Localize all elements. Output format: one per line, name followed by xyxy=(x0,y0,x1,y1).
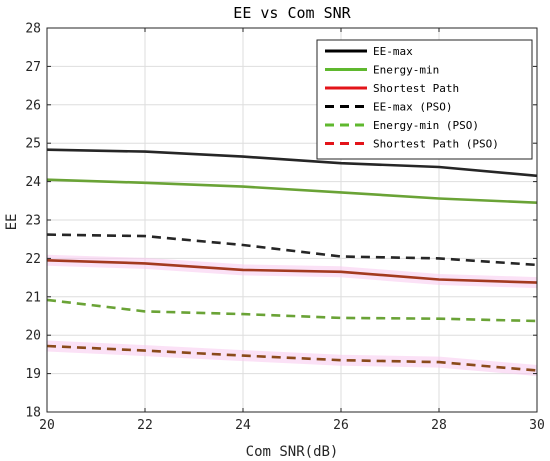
y-tick-label: 23 xyxy=(25,214,41,229)
x-tick-label: 22 xyxy=(137,418,153,433)
y-tick-label: 20 xyxy=(25,329,41,344)
legend-label: Energy-min (PSO) xyxy=(373,119,479,132)
series-line xyxy=(46,344,538,372)
series-line xyxy=(46,233,538,267)
series-lines xyxy=(46,148,538,372)
legend-box xyxy=(316,39,533,160)
y-tick-label: 24 xyxy=(25,175,41,190)
y-tick-label: 28 xyxy=(25,22,41,37)
chart-title: EE vs Com SNR xyxy=(233,4,351,22)
legend-label: Shortest Path xyxy=(373,82,459,95)
legend-label: Shortest Path (PSO) xyxy=(373,138,499,151)
y-tick-label: 26 xyxy=(25,98,41,113)
x-tick-label: 24 xyxy=(235,418,251,433)
x-axis-label: Com SNR(dB) xyxy=(246,444,339,460)
y-tick-label: 27 xyxy=(25,60,41,75)
x-tick-label: 28 xyxy=(431,418,447,433)
y-tick-label: 19 xyxy=(25,367,41,382)
y-tick-label: 22 xyxy=(25,252,41,267)
series-line xyxy=(46,298,538,323)
series-line xyxy=(46,148,538,178)
y-tick-label: 25 xyxy=(25,137,41,152)
legend-label: EE-max (PSO) xyxy=(373,101,452,114)
axis-ticks: 20 22 24 26 28 30 18 19 20 21 22 23 24 25 26 27 28 xyxy=(25,22,544,434)
y-axis-label: EE xyxy=(4,214,20,231)
series-line xyxy=(46,178,538,204)
y-tick-label: 18 xyxy=(25,406,41,421)
x-tick-label: 20 xyxy=(39,418,55,433)
x-tick-label: 30 xyxy=(529,418,545,433)
series-line xyxy=(46,259,538,284)
legend-label: EE-max xyxy=(373,45,413,58)
legend: EE-max Energy-min Shortest Path EE-max (PSO… xyxy=(316,39,533,160)
y-tick-label: 21 xyxy=(25,290,41,305)
x-tick-label: 26 xyxy=(333,418,349,433)
legend-label: Energy-min xyxy=(373,64,439,77)
